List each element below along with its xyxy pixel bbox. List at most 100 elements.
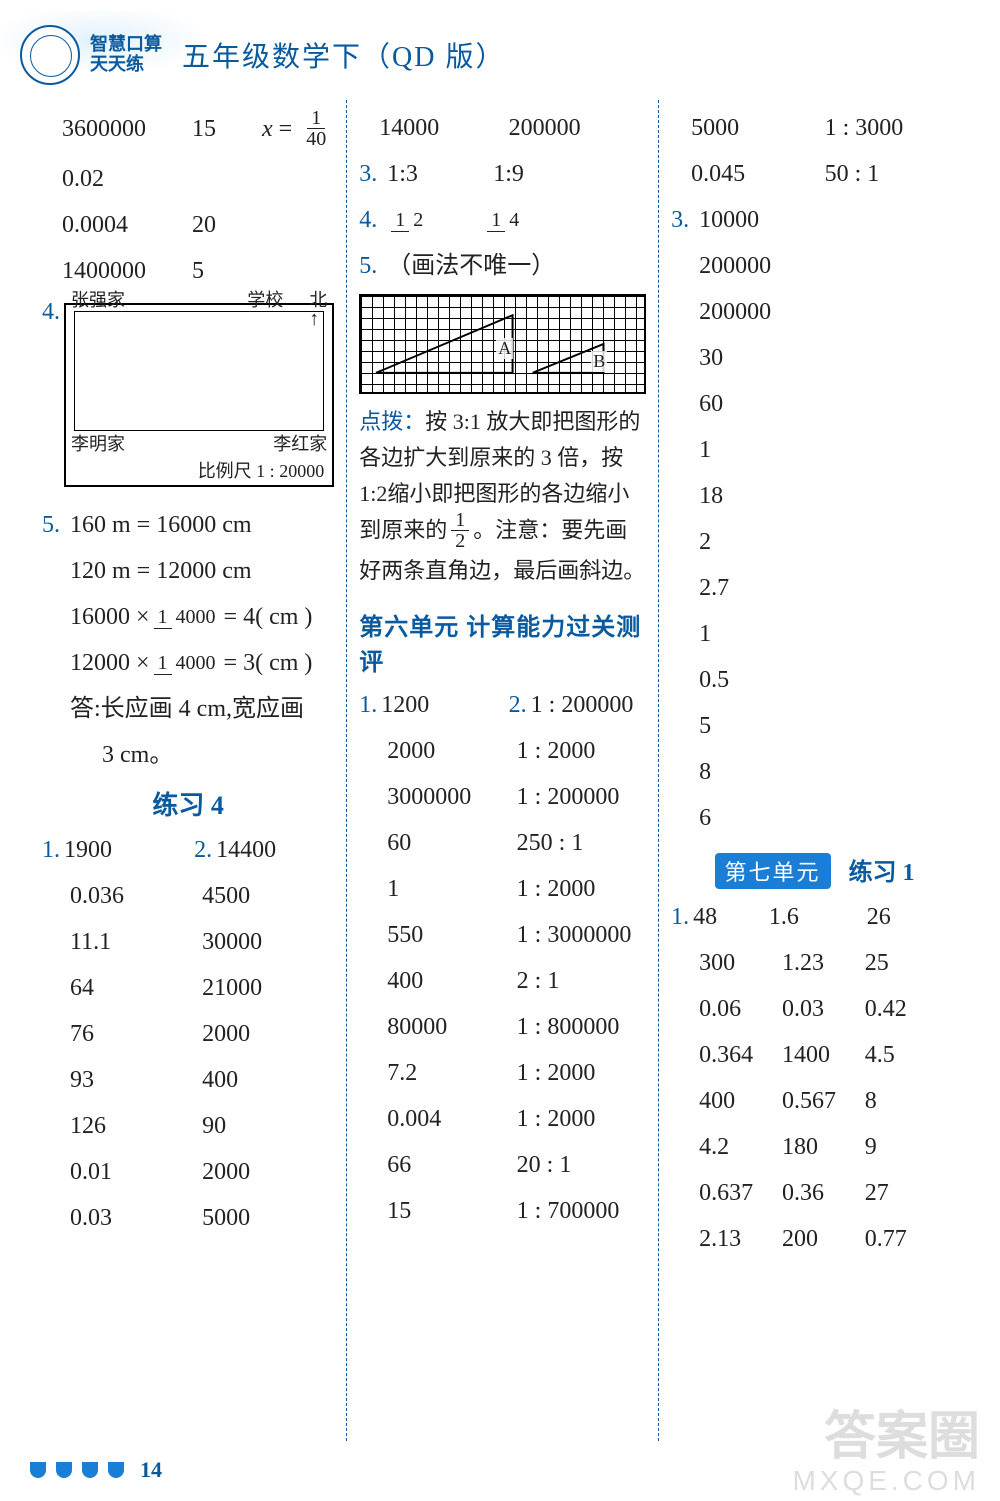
- answer-row: 11 : 2000: [387, 871, 646, 907]
- footer-dot-icon: [82, 1462, 98, 1478]
- p4-row-header: 1.1900 2.14400: [42, 832, 334, 868]
- answer-row: 4002 : 1: [387, 963, 646, 999]
- fraction: 140: [302, 108, 330, 149]
- c3-q3-head: 3. 10000: [671, 202, 958, 238]
- answer-row: 2: [699, 524, 958, 560]
- answer-row: 60: [699, 386, 958, 422]
- answer-row: 2.132000.77: [699, 1221, 958, 1257]
- answer-row: 7.21 : 2000: [387, 1055, 646, 1091]
- fraction: 12: [391, 207, 427, 231]
- answer-row: 2.7: [699, 570, 958, 606]
- answer-row: 4000.5678: [699, 1083, 958, 1119]
- answer-row: 1: [699, 432, 958, 468]
- watermark-url: MXQE.COM: [792, 1465, 980, 1497]
- answer-row: 200000: [699, 248, 958, 284]
- answer-row: 0.36414004.5: [699, 1037, 958, 1073]
- fraction: 14000: [154, 650, 220, 674]
- answer-row: 1: [699, 616, 958, 652]
- answer-row: 0.5: [699, 662, 958, 698]
- answer-row: 360000015x = 140: [42, 110, 334, 151]
- answer-row: 0.035000: [70, 1200, 334, 1236]
- answer-row: 6620 : 1: [387, 1147, 646, 1183]
- practice-4-heading: 练习 4: [42, 785, 334, 822]
- map-label-tl: 张强家: [71, 286, 125, 312]
- answer-row: 0.6370.3627: [699, 1175, 958, 1211]
- page-header: 智慧口算 天天练 五年级数学下（QD 版）: [20, 20, 980, 90]
- map-rectangle: 张强家 学校 北 ↑ 李明家 李红家: [74, 311, 324, 431]
- answer-row: 5501 : 3000000: [387, 917, 646, 953]
- q5-eq1: 160 m = 16000 cm: [70, 507, 252, 543]
- north-arrow-icon: ↑: [309, 308, 319, 331]
- fraction: 14000: [154, 604, 220, 628]
- map-label-bl: 李明家: [71, 430, 125, 456]
- answer-row: 6421000: [70, 970, 334, 1006]
- answer-row: 0.0041 : 2000: [387, 1101, 646, 1137]
- answer-row: 18: [699, 478, 958, 514]
- answer-row: 30: [699, 340, 958, 376]
- map-diagram: 张强家 学校 北 ↑ 李明家 李红家 比例尺 1 : 20000: [64, 303, 334, 487]
- page-title: 五年级数学下（QD 版）: [182, 35, 505, 75]
- answer-row: 14000005: [42, 253, 334, 289]
- answer-row: 0.060.030.42: [699, 991, 958, 1027]
- u7-row-header: 1.48 1.6 26: [671, 899, 958, 935]
- answer-row: 0.02: [42, 161, 334, 197]
- c2-top-row: 14000 200000: [359, 110, 646, 146]
- unit6-heading: 第六单元 计算能力过关测评: [359, 607, 646, 677]
- answer-row: 3001.2325: [699, 945, 958, 981]
- column-3: 50001 : 30000.04550 : 1 3. 10000 2000002…: [658, 100, 970, 1441]
- c2-q4: 4. 12 14: [359, 202, 646, 238]
- answer-row: 60250 : 1: [387, 825, 646, 861]
- answer-row: 0.000420: [42, 207, 334, 243]
- answer-row: 200000: [699, 294, 958, 330]
- mascot-icon: [20, 25, 80, 85]
- q5-number: 5.: [42, 507, 60, 543]
- answer-row: 4.21809: [699, 1129, 958, 1165]
- series-badge: 智慧口算 天天练: [90, 35, 162, 75]
- answer-row: 8: [699, 754, 958, 790]
- column-1: 360000015x = 1400.020.00042014000005 4. …: [30, 100, 346, 1441]
- answer-row: 6: [699, 800, 958, 836]
- answer-row: 93400: [70, 1062, 334, 1098]
- answer-row: 762000: [70, 1016, 334, 1052]
- answer-row: 0.04550 : 1: [691, 156, 958, 192]
- answer-row: 12690: [70, 1108, 334, 1144]
- u6-row-header: 1.1200 2.1 : 200000: [359, 687, 646, 723]
- answer-row: 0.012000: [70, 1154, 334, 1190]
- map-label-br: 李红家: [273, 430, 327, 456]
- answer-row: 30000001 : 200000: [387, 779, 646, 815]
- badge-line1: 智慧口算: [90, 35, 162, 55]
- map-scale: 比例尺 1 : 20000: [74, 457, 324, 483]
- footer-dot-icon: [108, 1462, 124, 1478]
- unit7-practice: 练习 1: [849, 860, 915, 886]
- grid-label-a: A: [496, 338, 513, 359]
- q5-eq2: 120 m = 12000 cm: [42, 553, 334, 589]
- answer-row: 0.0364500: [70, 878, 334, 914]
- unit7-badge: 第七单元: [715, 853, 831, 889]
- answer-row: 20001 : 2000: [387, 733, 646, 769]
- q5-answer-2: 3 cm。: [42, 737, 334, 773]
- hint-text: 点拨：按 3:1 放大即把图形的各边扩大到原来的 3 倍，按 1:2缩小即把图形…: [359, 404, 646, 589]
- grid-drawing: A B: [359, 294, 646, 394]
- footer-dot-icon: [30, 1462, 46, 1478]
- q5-line: 5. 160 m = 16000 cm: [42, 507, 334, 543]
- map-label-tr: 学校: [247, 286, 283, 312]
- grid-label-b: B: [591, 351, 607, 372]
- unit7-heading: 第七单元 练习 1: [671, 852, 958, 889]
- c2-q5-head: 5. （画法不唯一）: [359, 248, 646, 284]
- q4-number: 4.: [42, 299, 60, 326]
- column-2: 14000 200000 3. 1:3 1:9 4. 12 14 5. （画法不…: [346, 100, 658, 1441]
- answer-row: 11.130000: [70, 924, 334, 960]
- footer-dot-icon: [56, 1462, 72, 1478]
- answer-row: 800001 : 800000: [387, 1009, 646, 1045]
- watermark-text: 答案圈: [824, 1394, 980, 1469]
- content: 360000015x = 140 0.02 0.000420 14000005 4. …: [30, 100, 970, 1441]
- calc-row: 12000 ×14000= 3( cm ): [70, 645, 334, 681]
- c2-q3: 3. 1:3 1:9: [359, 156, 646, 192]
- answer-row: 151 : 700000: [387, 1193, 646, 1229]
- page-footer: 14: [30, 1457, 162, 1483]
- q5-answer-1: 答:长应画 4 cm,宽应画: [42, 691, 334, 727]
- fraction: 14: [487, 207, 523, 231]
- calc-row: 16000 ×14000= 4( cm ): [70, 599, 334, 635]
- fraction: 12: [451, 510, 469, 551]
- page-number: 14: [140, 1457, 162, 1483]
